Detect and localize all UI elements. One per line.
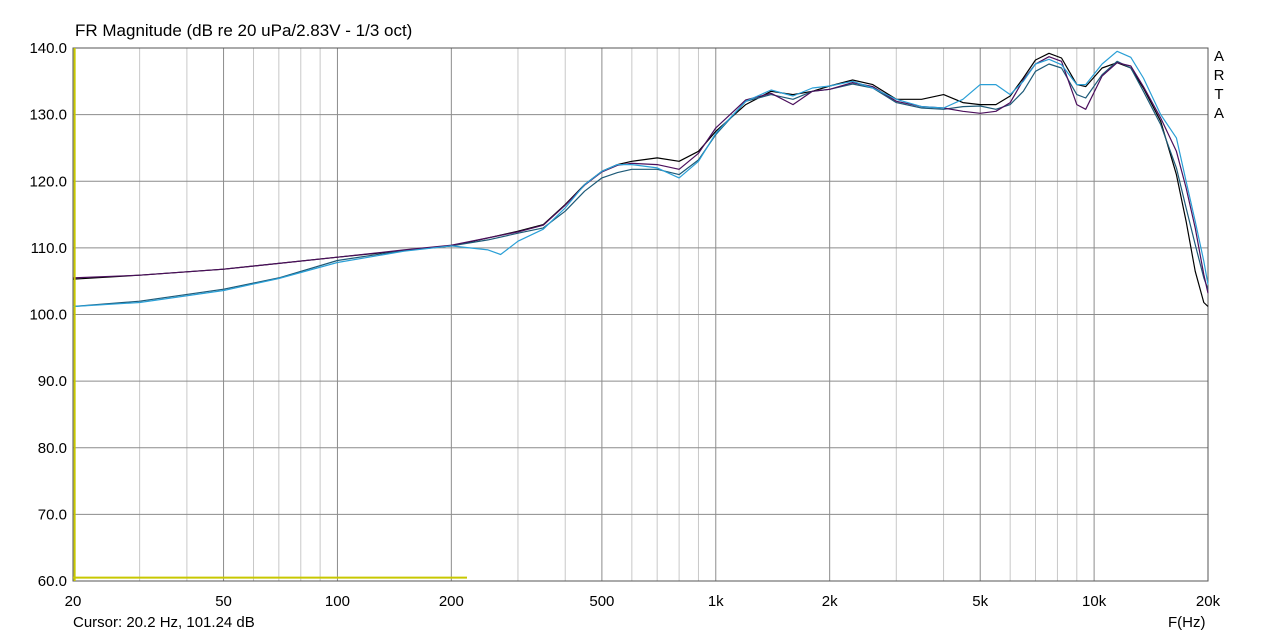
y-tick-label: 110.0 [31, 240, 67, 257]
x-tick-label: 20k [1196, 593, 1221, 610]
cursor-readout: Cursor: 20.2 Hz, 101.24 dB [73, 614, 255, 631]
y-tick-label: 120.0 [29, 173, 67, 190]
series-group [72, 50, 1209, 308]
y-tick-label: 130.0 [29, 107, 67, 124]
x-tick-label: 500 [589, 593, 614, 610]
x-axis-ticks: 20 50 100 200 500 1k 2k 5k 10k 20k [65, 593, 1221, 610]
arta-watermark: A R T A [1212, 47, 1226, 123]
series-line-4 [72, 50, 1209, 308]
series-line-2 [72, 60, 1209, 308]
plot-frame [72, 47, 1209, 582]
y-tick-label: 90.0 [38, 373, 67, 390]
y-tick-label: 60.0 [38, 573, 67, 590]
x-tick-label: 50 [215, 593, 232, 610]
x-tick-label: 5k [972, 593, 988, 610]
chart-title: FR Magnitude (dB re 20 uPa/2.83V - 1/3 o… [75, 21, 413, 40]
y-tick-label: 70.0 [38, 506, 67, 523]
series-line-1 [72, 52, 1209, 307]
y-tick-label: 100.0 [29, 307, 67, 324]
x-tick-label: 100 [325, 593, 350, 610]
x-tick-label: 2k [822, 593, 838, 610]
watermark-letter: A [1213, 48, 1224, 65]
y-axis-ticks: 140.0 130.0 120.0 110.0 100.0 90.0 80.0 70.0 60.… [29, 40, 67, 590]
x-tick-label: 1k [708, 593, 724, 610]
cursor-markers [73, 48, 467, 581]
y-tick-label: 140.0 [29, 40, 67, 57]
series-line-3 [72, 56, 1209, 294]
watermark-letter: T [1214, 86, 1224, 103]
x-axis-label: F(Hz) [1168, 614, 1206, 631]
watermark-letter: A [1213, 105, 1224, 122]
x-tick-label: 10k [1082, 593, 1107, 610]
watermark-letter: R [1213, 67, 1225, 84]
x-tick-label: 20 [65, 593, 82, 610]
x-tick-label: 200 [439, 593, 464, 610]
grid-major-lines [72, 47, 1209, 582]
y-tick-label: 80.0 [38, 440, 67, 457]
